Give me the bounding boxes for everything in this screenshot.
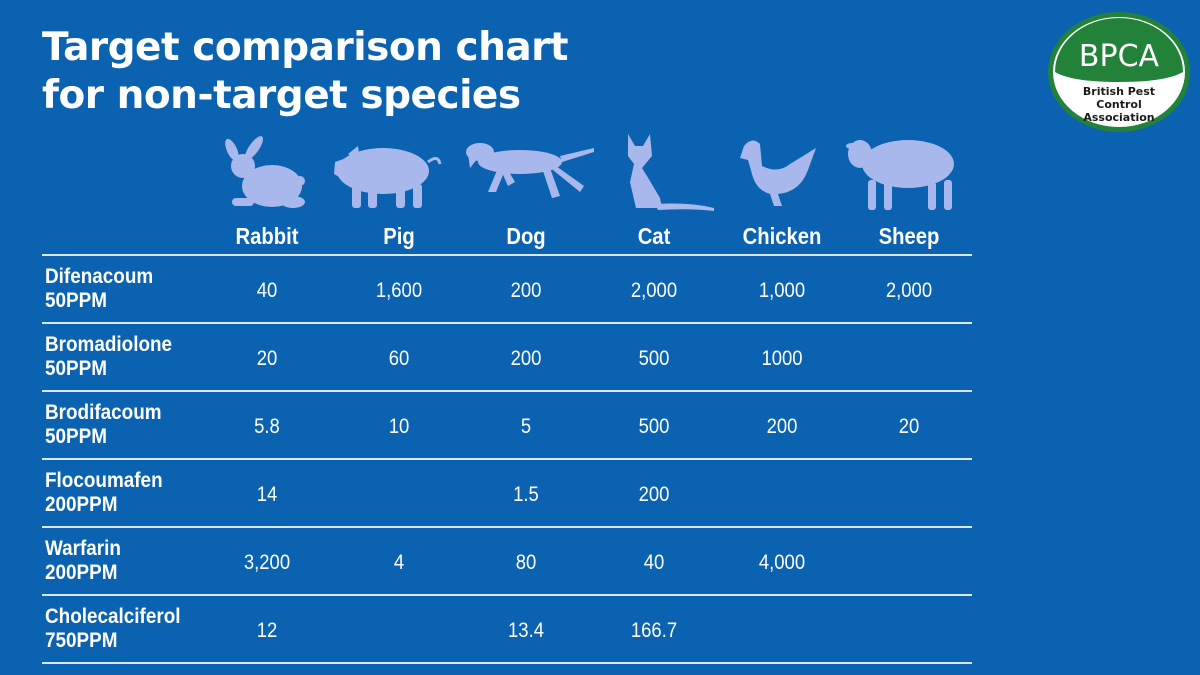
table-cell: 40 <box>256 279 278 302</box>
row-label: Bromadiolone 50PPM <box>45 333 172 381</box>
dog-icon <box>466 143 594 198</box>
table-cell: 13.4 <box>508 619 544 642</box>
table-cell: 500 <box>638 347 670 370</box>
logo-text: BPCA <box>1079 39 1160 74</box>
rodenticide-name: Brodifacoum <box>45 401 162 424</box>
rodenticide-name: Warfarin <box>45 537 121 560</box>
row-divider <box>42 662 972 664</box>
table-cell: 1,600 <box>375 279 423 302</box>
table-cell: 3,200 <box>243 551 291 574</box>
row-label: Warfarin 200PPM <box>45 537 121 585</box>
table-cell: 500 <box>638 415 670 438</box>
column-header: Rabbit <box>235 223 299 249</box>
rodenticide-concentration: 50PPM <box>45 425 107 448</box>
table-cell: 4 <box>393 551 405 574</box>
row-divider <box>42 594 972 596</box>
table-cell: 200 <box>510 279 542 302</box>
bpca-logo: BPCA British Pest Control Association <box>1046 10 1192 134</box>
table-cell: 200 <box>510 347 542 370</box>
table-cell: 5.8 <box>254 415 280 438</box>
pig-icon <box>334 146 442 208</box>
table-cell: 80 <box>515 551 537 574</box>
table-cell: 4,000 <box>758 551 806 574</box>
rodenticide-concentration: 750PPM <box>45 629 118 652</box>
table-cell: 1.5 <box>513 483 539 506</box>
title-line-2: for non-target species <box>42 73 521 118</box>
table-cell: 5 <box>520 415 532 438</box>
row-divider <box>42 322 972 324</box>
table-cell: 12 <box>256 619 278 642</box>
table-cell: 10 <box>388 415 410 438</box>
column-header: Chicken <box>742 223 822 249</box>
sheep-icon <box>846 140 954 210</box>
logo-subtitle-2: Control <box>1096 98 1141 111</box>
cat-icon <box>628 134 714 211</box>
logo-subtitle-1: British Pest <box>1083 85 1155 98</box>
rodenticide-name: Difenacoum <box>45 265 154 288</box>
table-cell: 40 <box>643 551 665 574</box>
rodenticide-concentration: 50PPM <box>45 289 107 312</box>
title-line-1: Target comparison chart <box>42 25 569 70</box>
row-label: Brodifacoum 50PPM <box>45 401 162 449</box>
table-cell: 14 <box>256 483 278 506</box>
row-label: Cholecalciferol 750PPM <box>45 605 181 653</box>
table-cell: 200 <box>766 415 798 438</box>
row-label: Flocoumafen 200PPM <box>45 469 163 517</box>
rodenticide-concentration: 200PPM <box>45 493 118 516</box>
column-header: Pig <box>383 223 415 249</box>
table-cell: 20 <box>898 415 920 438</box>
table-cell: 2,000 <box>630 279 678 302</box>
rodenticide-name: Flocoumafen <box>45 469 163 492</box>
logo-subtitle-3: Association <box>1083 111 1154 124</box>
row-label: Difenacoum 50PPM <box>45 265 153 313</box>
column-header: Sheep <box>878 223 940 249</box>
animal-silhouettes <box>225 134 954 211</box>
table-cell: 200 <box>638 483 670 506</box>
row-divider <box>42 390 972 392</box>
table-cell: 60 <box>388 347 410 370</box>
rodenticide-concentration: 200PPM <box>45 561 118 584</box>
table-cell: 2,000 <box>885 279 933 302</box>
column-header: Cat <box>637 223 671 249</box>
table-cell: 1000 <box>761 347 803 370</box>
rodenticide-name: Bromadiolone <box>45 333 173 356</box>
rodenticide-name: Cholecalciferol <box>45 605 181 628</box>
rodenticide-concentration: 50PPM <box>45 357 107 380</box>
column-header: Dog <box>506 223 546 249</box>
row-divider <box>42 458 972 460</box>
row-divider <box>42 526 972 528</box>
table-cell: 1,000 <box>758 279 806 302</box>
table-cell: 166.7 <box>630 619 678 642</box>
row-divider <box>42 254 972 256</box>
chart-title: Target comparison chart for non-target s… <box>42 24 569 120</box>
rabbit-icon <box>225 136 305 208</box>
table-cell: 20 <box>256 347 278 370</box>
chicken-icon <box>740 140 816 206</box>
